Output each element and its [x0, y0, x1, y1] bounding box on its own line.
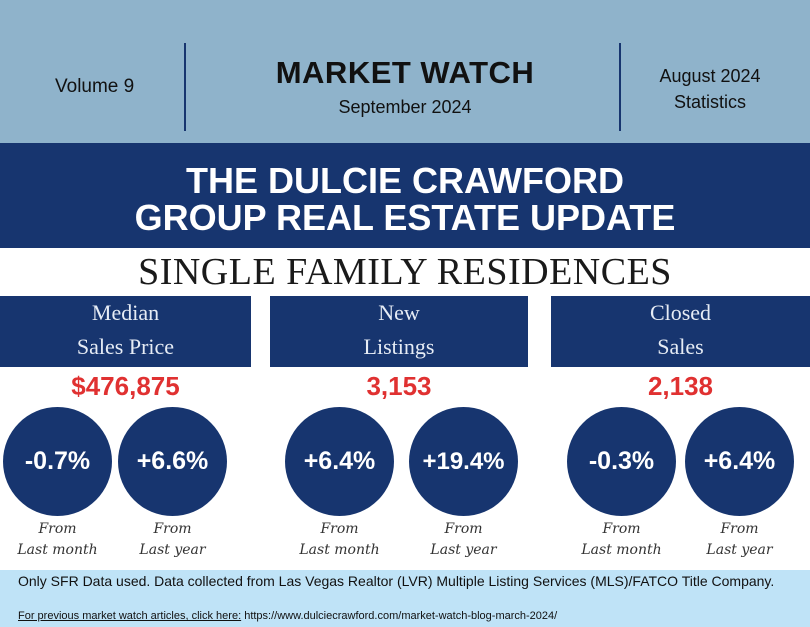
caption-last-month: Last month: [17, 542, 98, 558]
banner-line-2: GROUP REAL ESTATE UPDATE: [134, 197, 676, 238]
caption-last-year: Last year: [430, 542, 497, 558]
previous-articles-url[interactable]: https://www.dulciecrawford.com/market-wa…: [244, 610, 558, 622]
metric-value-new-listings: 3,153: [366, 371, 432, 401]
section-title: SINGLE FAMILY RESIDENCES: [138, 251, 672, 293]
change-circle-month: -0.3%: [567, 407, 676, 516]
caption-from: From: [444, 521, 483, 537]
change-circle-year: +19.4%: [409, 407, 518, 516]
caption-last-year: Last year: [706, 542, 773, 558]
market-watch-title: MARKET WATCH: [275, 55, 535, 90]
market-watch-date: September 2024: [338, 97, 472, 117]
caption-from: From: [320, 521, 359, 537]
previous-articles-line: For previous market watch articles, clic…: [18, 610, 808, 622]
metric-label-line1: Median: [91, 300, 160, 325]
change-circle-year: +6.4%: [685, 407, 794, 516]
volume-label: Volume 9: [55, 76, 135, 97]
caption-from-last-year: From Last year: [685, 519, 794, 561]
data-source-note: Only SFR Data used. Data collected from …: [18, 573, 775, 589]
header-divider-left: [184, 43, 186, 131]
metric-value-closed-sales: 2,138: [647, 371, 714, 401]
metric-label-line2: Listings: [363, 334, 435, 359]
caption-last-year: Last year: [139, 542, 206, 558]
metric-label-line1: New: [378, 300, 420, 325]
header-divider-right: [619, 43, 621, 131]
caption-from-last-year: From Last year: [409, 519, 518, 561]
metric-header-closed-sales: Closed Sales: [551, 296, 810, 367]
metric-header-new-listings: New Listings: [270, 296, 528, 367]
caption-from-last-month: From Last month: [567, 519, 676, 561]
metric-label-line1: Closed: [649, 300, 712, 325]
previous-articles-link[interactable]: For previous market watch articles, clic…: [18, 610, 242, 622]
banner-line-1: THE DULCIE CRAWFORD: [186, 160, 624, 201]
metric-label-line2: Sales Price: [76, 334, 175, 359]
caption-from: From: [602, 521, 641, 537]
change-circle-month: +6.4%: [285, 407, 394, 516]
group-update-banner: THE DULCIE CRAWFORD GROUP REAL ESTATE UP…: [0, 143, 810, 248]
footer-band: Only SFR Data used. Data collected from …: [0, 570, 810, 627]
change-circle-year: +6.6%: [118, 407, 227, 516]
metric-header-median-price: Median Sales Price: [0, 296, 251, 367]
caption-from-last-month: From Last month: [3, 519, 112, 561]
caption-from-last-year: From Last year: [118, 519, 227, 561]
caption-from: From: [720, 521, 759, 537]
header-band: Volume 9 MARKET WATCH September 2024 Aug…: [0, 0, 810, 143]
caption-from: From: [38, 521, 77, 537]
statistics-label: Statistics: [673, 92, 747, 112]
statistics-month: August 2024: [659, 66, 761, 86]
caption-last-month: Last month: [299, 542, 380, 558]
metric-label-line2: Sales: [657, 334, 704, 359]
metric-value-median-price: $476,875: [71, 371, 180, 401]
statistics-period: August 2024 Statistics: [640, 63, 780, 115]
caption-from-last-month: From Last month: [285, 519, 394, 561]
caption-from: From: [153, 521, 192, 537]
caption-last-month: Last month: [581, 542, 662, 558]
change-circle-month: -0.7%: [3, 407, 112, 516]
